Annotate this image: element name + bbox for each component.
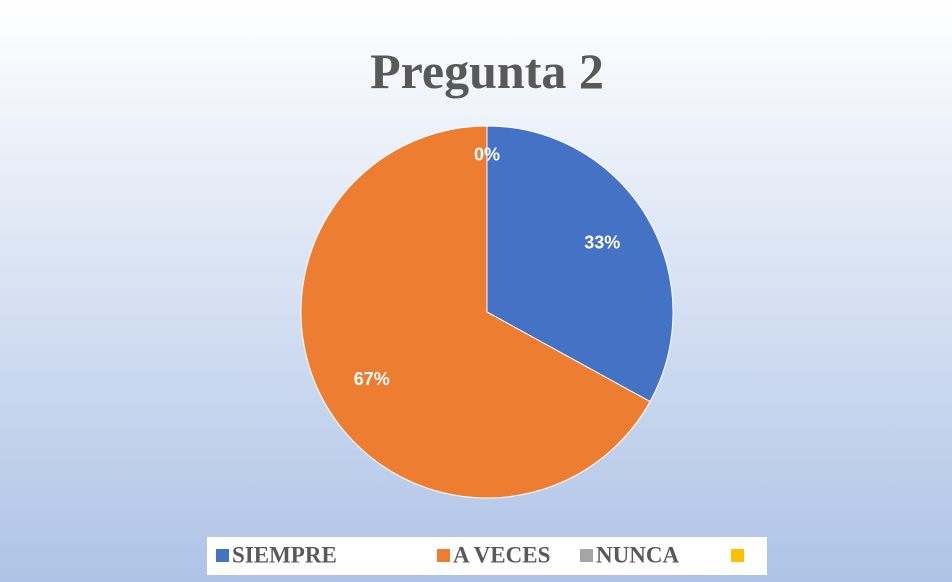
data-label: 33% — [584, 233, 620, 253]
legend-swatch — [216, 549, 229, 562]
legend-swatch — [580, 549, 593, 562]
chart-title: Pregunta 2 — [370, 43, 604, 99]
legend-swatch — [437, 549, 450, 562]
pie: 33%67%0% — [300, 125, 674, 499]
pie-slice — [300, 125, 651, 499]
legend-swatch — [731, 549, 744, 562]
legend-label: A VECES — [453, 542, 550, 567]
data-label: 67% — [354, 369, 390, 389]
legend-label: SIEMPRE — [232, 542, 337, 567]
legend-box — [207, 537, 767, 575]
legend: SIEMPRE A VECES NUNCA — [216, 542, 744, 567]
legend-label: NUNCA — [596, 542, 679, 567]
pie-slice — [486, 125, 674, 403]
